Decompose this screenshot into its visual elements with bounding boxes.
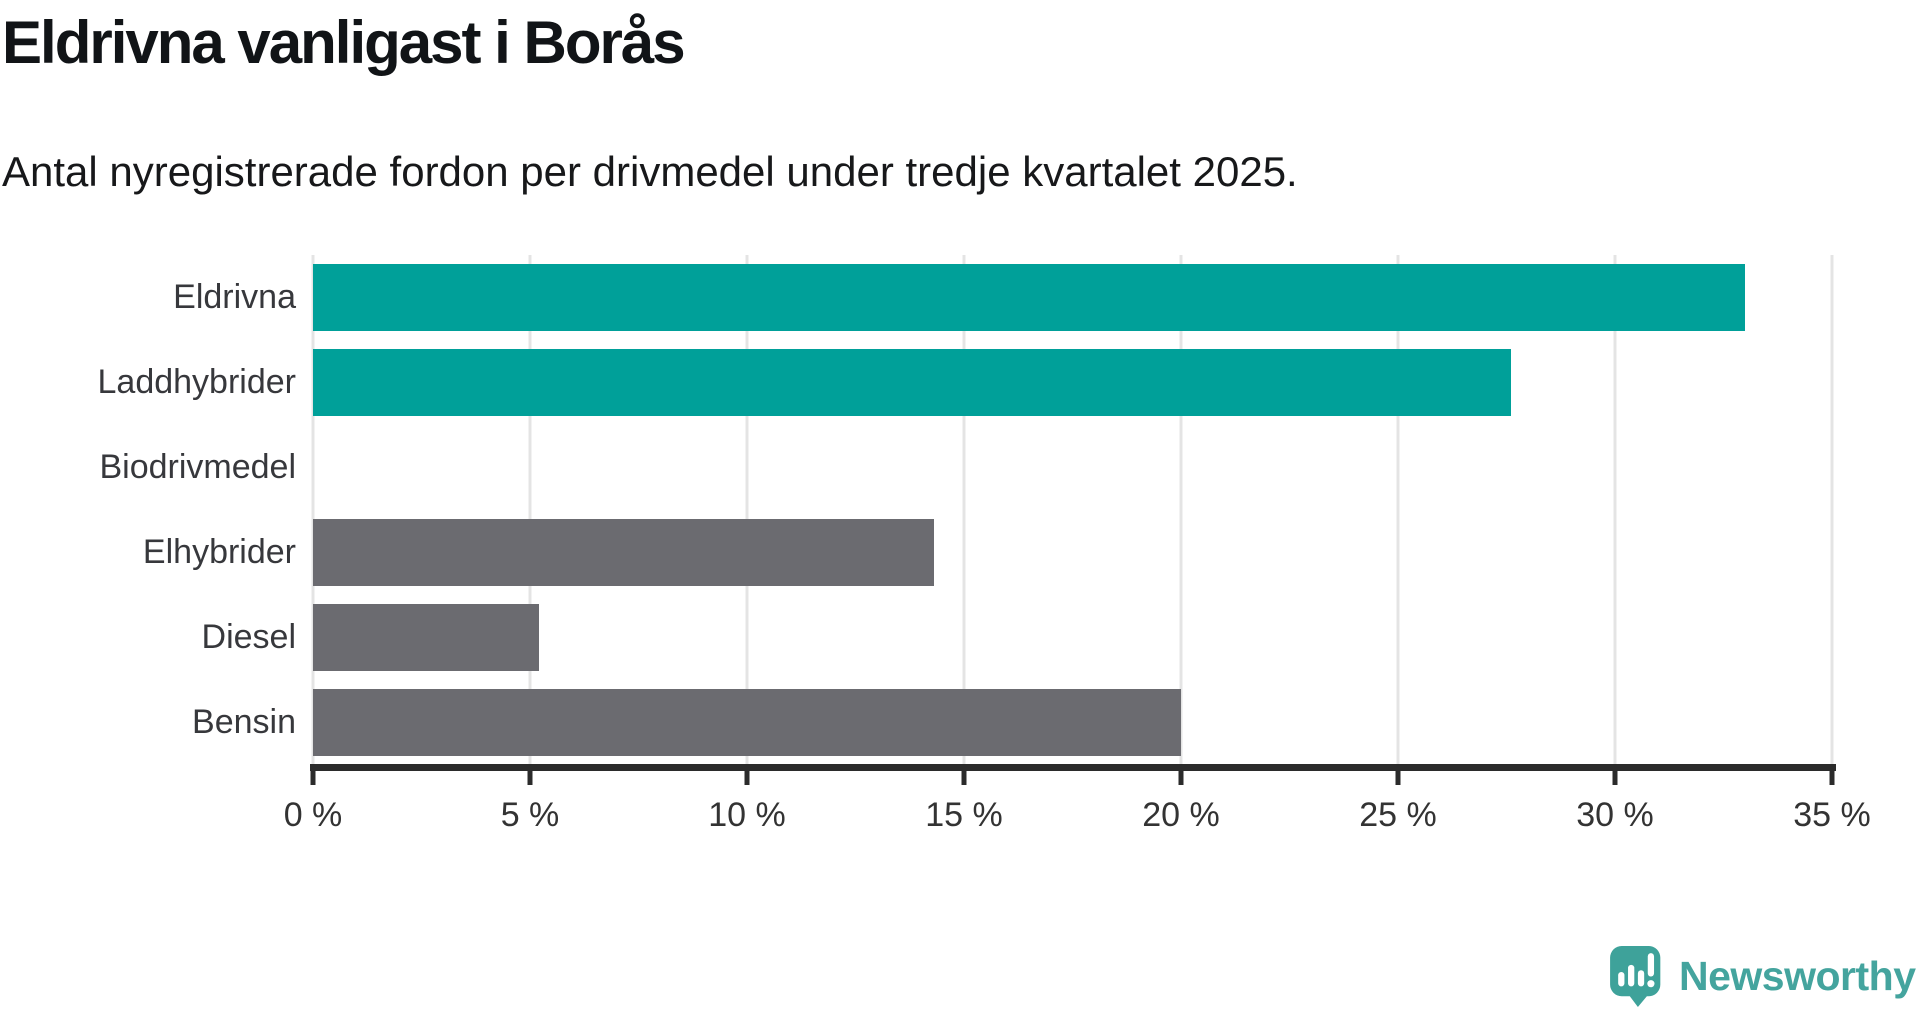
axis-tick: [527, 764, 533, 785]
gridline: [1396, 255, 1400, 765]
bar-row: Laddhybrider: [0, 340, 1920, 425]
axis-tick: [1612, 764, 1618, 785]
category-label: Elhybrider: [142, 533, 296, 571]
bar-row: Biodrivmedel: [0, 425, 1920, 510]
axis-tick: [1829, 764, 1835, 785]
bar-bensin: [313, 689, 1181, 756]
x-tick-label: 30 %: [1576, 796, 1654, 834]
bar-elhybrider: [313, 519, 934, 586]
bar-eldrivna: [313, 264, 1746, 331]
gridline: [528, 255, 532, 765]
category-label: Diesel: [201, 618, 296, 656]
logo-bubble-shape: [1610, 946, 1661, 1007]
category-label: Eldrivna: [173, 278, 296, 316]
category-label: Laddhybrider: [97, 363, 296, 401]
gridline: [311, 255, 315, 765]
category-label: Biodrivmedel: [99, 448, 296, 486]
newsworthy-logo-icon: [1610, 946, 1661, 1007]
newsworthy-logo: Newsworthy: [1610, 946, 1916, 1007]
bar-row: Bensin: [0, 680, 1920, 765]
x-axis-ticks: 0 % 5 % 10 % 15 % 20 % 25 % 30 % 35 %: [284, 764, 1871, 844]
gridline: [1179, 255, 1183, 765]
bar-rows: Eldrivna Laddhybrider Biodrivmedel Elhybrid…: [0, 255, 1920, 765]
bar-row: Diesel: [0, 595, 1920, 680]
bar-row: Elhybrider: [0, 510, 1920, 595]
brand-name: Newsworthy: [1679, 953, 1916, 999]
axis-tick: [961, 764, 967, 785]
axis-tick: [1178, 764, 1184, 785]
category-label: Bensin: [192, 703, 296, 741]
axis-tick: [310, 764, 316, 785]
axis-tick: [744, 764, 750, 785]
x-tick-label: 5 %: [500, 796, 560, 834]
bar-diesel: [313, 604, 539, 671]
x-tick-label: 35 %: [1793, 796, 1871, 834]
x-tick-label: 0 %: [283, 796, 343, 834]
gridlines-layer: [311, 255, 1834, 765]
chart-title: Eldrivna vanligast i Borås: [2, 9, 686, 76]
axis-tick: [1395, 764, 1401, 785]
gridline: [1830, 255, 1834, 765]
gridline: [1613, 255, 1617, 765]
x-tick-label: 20 %: [1142, 796, 1220, 834]
x-axis-line: [310, 764, 1836, 771]
x-tick-label: 10 %: [708, 796, 786, 834]
gridline: [745, 255, 749, 765]
x-tick-label: 25 %: [1359, 796, 1437, 834]
bar-row: Eldrivna: [0, 255, 1920, 340]
chart-subtitle: Antal nyregistrerade fordon per drivmede…: [2, 148, 1298, 195]
bar-laddhybrider: [313, 349, 1511, 416]
x-tick-label: 15 %: [925, 796, 1003, 834]
gridline: [962, 255, 966, 765]
